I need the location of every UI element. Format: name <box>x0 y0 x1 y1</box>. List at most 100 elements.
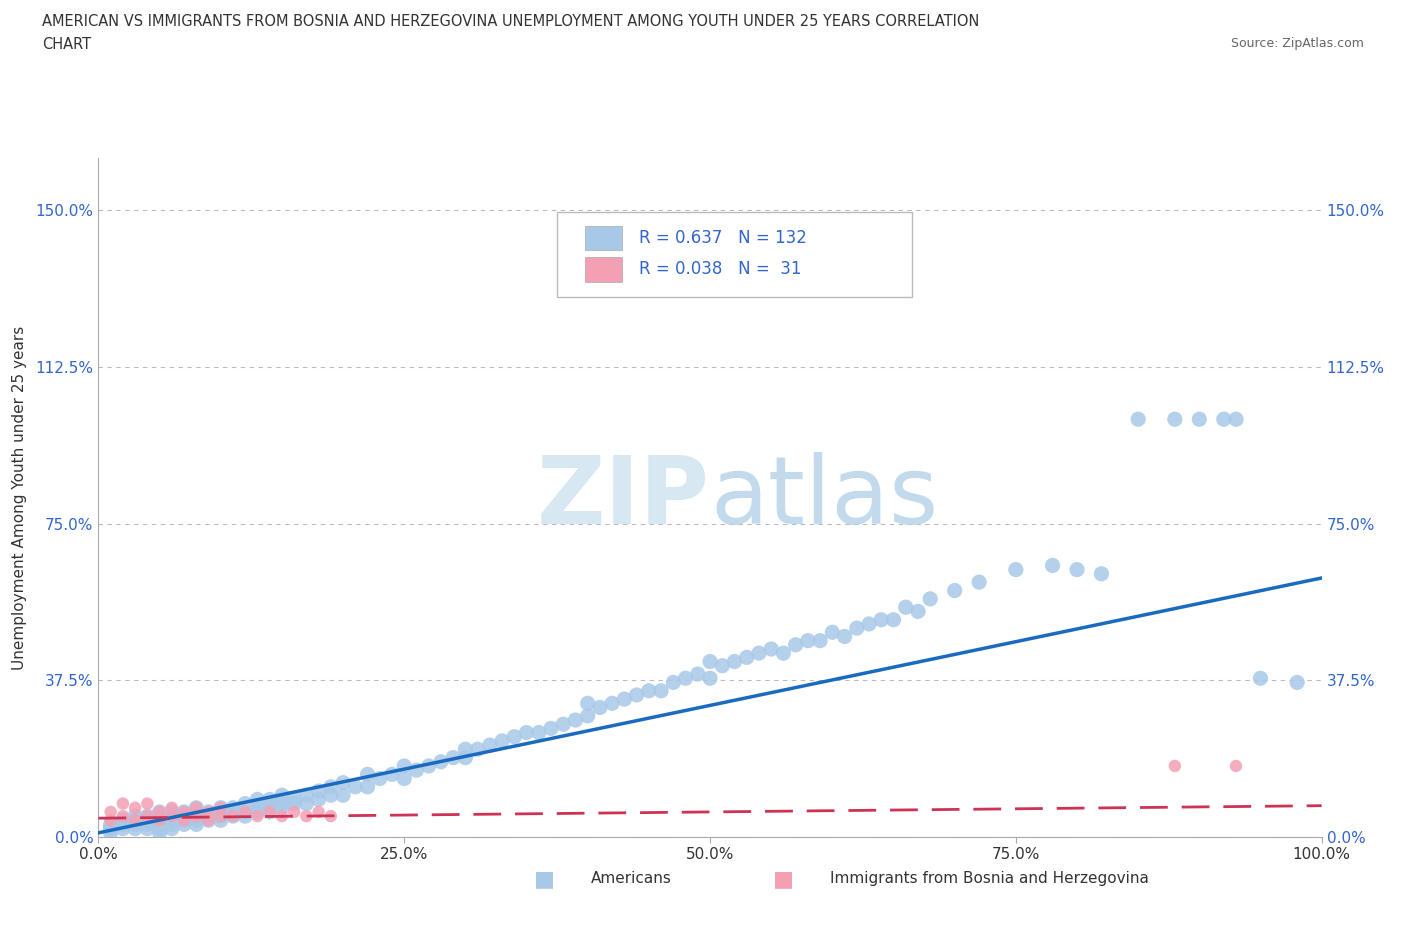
Point <box>111 809 134 824</box>
Point <box>259 796 281 811</box>
Point <box>319 809 342 824</box>
Point <box>186 813 208 828</box>
Point <box>967 575 990 590</box>
Text: Source: ZipAtlas.com: Source: ZipAtlas.com <box>1230 37 1364 50</box>
Point <box>735 650 758 665</box>
Point <box>821 625 844 640</box>
Point <box>197 813 219 828</box>
Point <box>100 821 122 836</box>
Point <box>295 796 318 811</box>
Point <box>540 721 562 736</box>
Point <box>454 742 477 757</box>
Point <box>209 813 232 828</box>
Point <box>356 767 378 782</box>
Text: Americans: Americans <box>591 871 672 886</box>
Point <box>124 813 146 828</box>
Point <box>222 809 245 824</box>
Point <box>246 809 269 824</box>
Point <box>283 792 305 807</box>
Point <box>222 801 245 816</box>
Point <box>270 809 294 824</box>
Point <box>173 809 195 824</box>
Text: R = 0.038   N =  31: R = 0.038 N = 31 <box>640 260 801 278</box>
Point <box>197 809 219 824</box>
Point <box>613 692 636 707</box>
Point <box>186 801 208 816</box>
Point <box>441 751 464 765</box>
Point <box>100 821 122 836</box>
Point <box>478 737 501 752</box>
Point <box>392 759 416 774</box>
Point <box>797 633 820 648</box>
Point <box>686 667 709 682</box>
Point <box>503 729 526 744</box>
Point <box>576 696 599 711</box>
Text: Immigrants from Bosnia and Herzegovina: Immigrants from Bosnia and Herzegovina <box>830 871 1149 886</box>
Point <box>858 617 880 631</box>
FancyBboxPatch shape <box>585 226 621 250</box>
Point <box>430 754 453 769</box>
Point <box>209 809 232 824</box>
Point <box>160 817 183 832</box>
Point <box>907 604 929 618</box>
Point <box>160 809 183 824</box>
Point <box>259 804 281 819</box>
Point <box>295 788 318 803</box>
Point <box>845 620 868 635</box>
Point <box>1090 566 1112 581</box>
Point <box>943 583 966 598</box>
Text: AMERICAN VS IMMIGRANTS FROM BOSNIA AND HERZEGOVINA UNEMPLOYMENT AMONG YOUTH UNDE: AMERICAN VS IMMIGRANTS FROM BOSNIA AND H… <box>42 14 980 29</box>
Point <box>124 809 146 824</box>
Point <box>834 629 856 644</box>
Point <box>356 779 378 794</box>
Point <box>136 817 159 832</box>
Point <box>564 712 586 727</box>
Point <box>527 725 550 740</box>
Point <box>136 821 159 836</box>
Point <box>883 612 905 627</box>
Point <box>454 751 477 765</box>
Point <box>124 813 146 828</box>
Text: CHART: CHART <box>42 37 91 52</box>
Point <box>405 763 427 777</box>
Point <box>920 591 942 606</box>
Point <box>186 817 208 832</box>
Point <box>124 821 146 836</box>
Point <box>100 804 122 819</box>
Point <box>111 817 134 832</box>
Point <box>111 821 134 836</box>
Point <box>381 767 404 782</box>
Point <box>723 654 745 669</box>
Point <box>576 709 599 724</box>
Point <box>675 671 697 685</box>
Point <box>149 821 172 836</box>
Point <box>589 700 612 715</box>
Point <box>1164 759 1187 774</box>
Point <box>246 801 269 816</box>
Point <box>259 804 281 819</box>
Point <box>173 813 195 828</box>
Point <box>160 801 183 816</box>
Point <box>1212 412 1234 427</box>
Point <box>136 813 159 828</box>
Point <box>222 809 245 824</box>
FancyBboxPatch shape <box>585 258 621 282</box>
Point <box>246 804 269 819</box>
Point <box>1188 412 1211 427</box>
Point <box>233 804 256 819</box>
Text: atlas: atlas <box>710 452 938 543</box>
Point <box>319 788 342 803</box>
Point <box>870 612 893 627</box>
Point <box>209 801 232 816</box>
Point <box>1042 558 1064 573</box>
Point <box>197 813 219 828</box>
Point <box>1286 675 1309 690</box>
Point <box>209 801 232 816</box>
Point <box>761 642 783 657</box>
Point <box>894 600 917 615</box>
Point <box>111 813 134 828</box>
Point <box>785 637 807 652</box>
Point <box>111 817 134 832</box>
Point <box>368 771 391 786</box>
Point <box>308 792 330 807</box>
